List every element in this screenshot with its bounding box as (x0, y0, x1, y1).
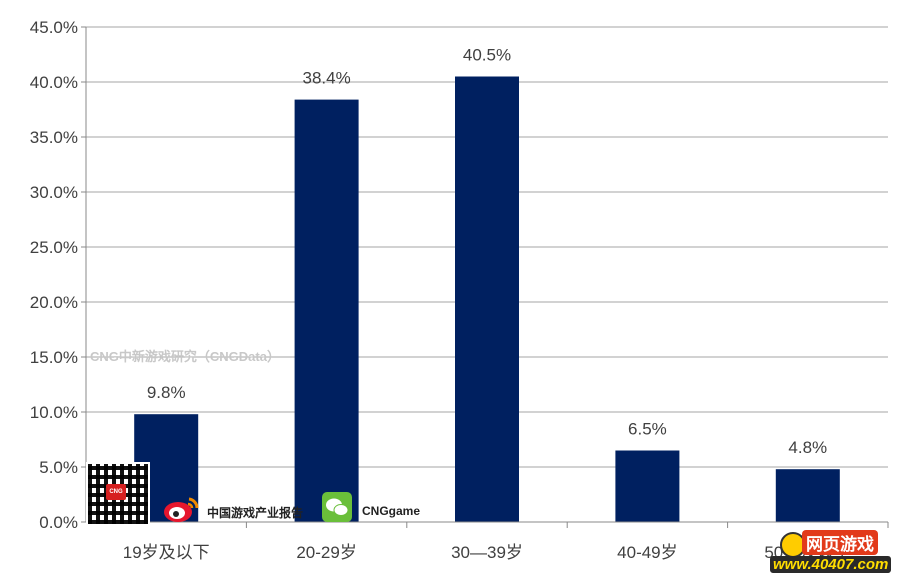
data-label: 9.8% (147, 383, 186, 402)
wechat-icon (322, 492, 352, 522)
x-tick-label: 20-29岁 (296, 543, 356, 562)
bar (455, 76, 519, 522)
y-tick-label: 30.0% (30, 183, 78, 202)
y-tick-label: 10.0% (30, 403, 78, 422)
bar (615, 450, 680, 522)
y-tick-label: 20.0% (30, 293, 78, 312)
bar (775, 469, 840, 522)
bars (134, 76, 840, 522)
data-label: 38.4% (302, 69, 350, 88)
watermark-text: CNG中新游戏研究（CNGData） (90, 349, 280, 364)
bar (294, 99, 359, 522)
site-logo-bottom: www.40407.com (770, 556, 892, 573)
y-tick-label: 45.0% (30, 18, 78, 37)
x-tick-label: 19岁及以下 (123, 543, 210, 562)
x-tick-label: 30—39岁 (451, 543, 523, 562)
y-tick-label: 5.0% (39, 458, 78, 477)
wechat-text: CNGgame (362, 504, 421, 518)
y-tick-label: 35.0% (30, 128, 78, 147)
y-axis-ticks: 0.0% 5.0% 10.0% 15.0% 20.0% 25.0% 30.0% 35.0% 40… (30, 18, 78, 532)
x-tick-label: 40-49岁 (617, 543, 677, 562)
data-labels: 9.8% 38.4% 40.5% 6.5% 4.8% (147, 46, 827, 458)
data-label: 40.5% (463, 46, 511, 65)
weibo-icon (164, 497, 199, 522)
y-tick-label: 15.0% (30, 348, 78, 367)
data-label: 6.5% (628, 420, 667, 439)
weibo-text: 中国游戏产业报告 (207, 506, 304, 520)
y-tick-label: 40.0% (30, 73, 78, 92)
data-label: 4.8% (788, 438, 827, 457)
site-logo: 网页游戏 www.40407.com (770, 528, 898, 578)
y-tick-label: 25.0% (30, 238, 78, 257)
qr-badge: CNG (106, 484, 126, 500)
y-tick-label: 0.0% (39, 513, 78, 532)
qr-code-icon (86, 462, 150, 526)
site-logo-top: 网页游戏 (802, 530, 878, 555)
